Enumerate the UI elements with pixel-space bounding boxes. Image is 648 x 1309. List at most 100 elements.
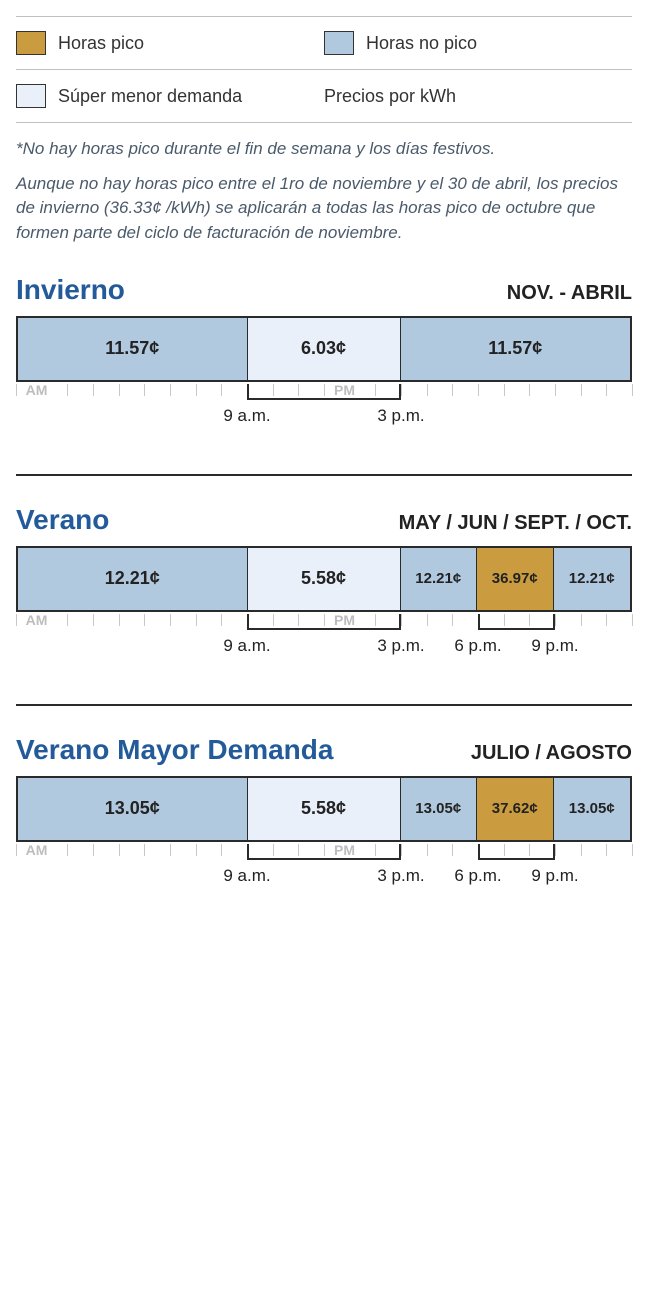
tick — [221, 614, 222, 626]
tick — [170, 844, 171, 856]
tick — [504, 384, 505, 396]
segment-offpeak: 11.57¢ — [401, 318, 631, 380]
season-months: JULIO / AGOSTO — [471, 742, 632, 765]
legend-label: Horas no pico — [366, 33, 477, 54]
price-bar: 11.57¢6.03¢11.57¢ — [16, 316, 632, 382]
axis-ticks: AMPM — [16, 844, 632, 860]
season-header: Verano Mayor Demanda JULIO / AGOSTO — [16, 734, 632, 766]
tick — [221, 384, 222, 396]
tick — [606, 384, 607, 396]
price-bar: 13.05¢5.58¢13.05¢37.62¢13.05¢ — [16, 776, 632, 842]
season-months: NOV. - ABRIL — [507, 282, 632, 305]
tick — [427, 614, 428, 626]
legend-label: Horas pico — [58, 33, 144, 54]
axis-label: 9 a.m. — [223, 866, 270, 886]
segment-super: 5.58¢ — [248, 548, 401, 610]
season-title: Verano — [16, 504, 109, 536]
tick — [581, 844, 582, 856]
note-weekend: *No hay horas pico durante el fin de sem… — [16, 137, 632, 162]
axis-label: 6 p.m. — [454, 866, 501, 886]
legend-item-peak: Horas pico — [16, 31, 324, 55]
tick — [632, 614, 633, 626]
segment-offpeak: 11.57¢ — [18, 318, 248, 380]
super-swatch — [16, 84, 46, 108]
tick — [401, 384, 402, 396]
time-bracket — [247, 384, 401, 400]
tick — [196, 384, 197, 396]
segment-super: 6.03¢ — [248, 318, 401, 380]
time-axis: AMPM9 a.m.3 p.m.6 p.m.9 p.m. — [16, 614, 632, 666]
axis-label: 3 p.m. — [377, 406, 424, 426]
axis-label: 9 p.m. — [531, 866, 578, 886]
season-title: Verano Mayor Demanda — [16, 734, 333, 766]
tick — [401, 844, 402, 856]
season-summer: VeranoMAY / JUN / SEPT. / OCT.12.21¢5.58… — [16, 504, 632, 666]
tick — [170, 384, 171, 396]
segment-offpeak: 12.21¢ — [401, 548, 478, 610]
axis-label: 9 a.m. — [223, 406, 270, 426]
axis-label: 9 a.m. — [223, 636, 270, 656]
tick — [93, 614, 94, 626]
legend-row-2: Súper menor demanda Precios por kWh — [16, 70, 632, 123]
tick — [452, 844, 453, 856]
tick — [144, 614, 145, 626]
axis-ticks: AMPM — [16, 614, 632, 630]
tick — [119, 844, 120, 856]
tick — [119, 614, 120, 626]
segment-offpeak: 12.21¢ — [18, 548, 248, 610]
am-label: AM — [24, 382, 50, 398]
tick — [606, 844, 607, 856]
tick — [144, 844, 145, 856]
tick — [581, 614, 582, 626]
segment-offpeak: 13.05¢ — [554, 778, 631, 840]
time-bracket — [247, 844, 401, 860]
note-winter-billing: Aunque no hay horas pico entre el 1ro de… — [16, 172, 632, 246]
section-divider — [16, 704, 632, 706]
tick — [119, 384, 120, 396]
tick — [632, 844, 633, 856]
season-header: Invierno NOV. - ABRIL — [16, 274, 632, 306]
legend: Horas pico Horas no pico Súper menor dema… — [16, 16, 632, 123]
time-bracket — [247, 614, 401, 630]
time-axis: AMPM9 a.m.3 p.m. — [16, 384, 632, 436]
tick — [581, 384, 582, 396]
tick — [555, 384, 556, 396]
legend-item-offpeak: Horas no pico — [324, 31, 632, 55]
tick — [401, 614, 402, 626]
tick — [67, 614, 68, 626]
time-bracket — [478, 844, 555, 860]
season-summer-peak: Verano Mayor Demanda JULIO / AGOSTO 13.05¢… — [16, 734, 632, 896]
tick — [555, 614, 556, 626]
tick — [478, 384, 479, 396]
section-divider — [16, 474, 632, 476]
legend-row-1: Horas pico Horas no pico — [16, 17, 632, 70]
axis-label: 6 p.m. — [454, 636, 501, 656]
legend-item-price: Precios por kWh — [324, 86, 632, 107]
season-header: VeranoMAY / JUN / SEPT. / OCT. — [16, 504, 632, 536]
tick — [144, 384, 145, 396]
tick — [16, 384, 17, 396]
season-title: Invierno — [16, 274, 125, 306]
legend-label: Precios por kWh — [324, 86, 456, 107]
tick — [196, 844, 197, 856]
segment-peak: 37.62¢ — [477, 778, 554, 840]
peak-swatch — [16, 31, 46, 55]
tick — [529, 384, 530, 396]
tick — [196, 614, 197, 626]
segment-offpeak: 12.21¢ — [554, 548, 631, 610]
tick — [555, 844, 556, 856]
tick — [632, 384, 633, 396]
legend-label: Súper menor demanda — [58, 86, 242, 107]
tick — [452, 384, 453, 396]
legend-item-super: Súper menor demanda — [16, 84, 324, 108]
tick — [67, 384, 68, 396]
time-axis: AMPM 9 a.m. 3 p.m. 6 p.m. 9 p.m. — [16, 844, 632, 896]
axis-label: 3 p.m. — [377, 866, 424, 886]
tick — [93, 844, 94, 856]
price-bar: 12.21¢5.58¢12.21¢36.97¢12.21¢ — [16, 546, 632, 612]
tick — [93, 384, 94, 396]
tick — [606, 614, 607, 626]
segment-peak: 36.97¢ — [477, 548, 554, 610]
segment-offpeak: 13.05¢ — [401, 778, 478, 840]
axis-label: 3 p.m. — [377, 636, 424, 656]
